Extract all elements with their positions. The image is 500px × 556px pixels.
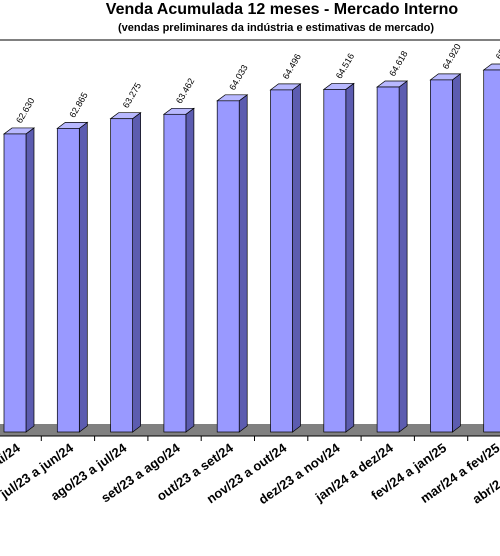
- bar-face: [345, 82, 355, 433]
- value-label: 62.630: [14, 96, 36, 125]
- value-label: 63.462: [174, 76, 196, 105]
- bar-face: [132, 112, 141, 433]
- value-label: 64.618: [387, 49, 409, 78]
- value-label: 64.920: [440, 42, 462, 71]
- bar-face: [430, 79, 453, 433]
- bar: [109, 112, 142, 433]
- bar: [2, 127, 36, 433]
- value-label: 64.516: [334, 52, 356, 81]
- bar-face: [452, 73, 461, 433]
- bar: [162, 107, 195, 433]
- bar-face: [238, 94, 248, 433]
- bar-face: [270, 89, 293, 433]
- bar-face: [25, 127, 35, 433]
- value-label: 64.496: [281, 52, 303, 81]
- bar: [429, 73, 462, 433]
- value-label: 63.275: [121, 81, 143, 110]
- bar-face: [3, 133, 27, 433]
- bar-face: [216, 100, 240, 433]
- bar-face: [398, 80, 408, 433]
- bar-face: [323, 89, 347, 433]
- bar-face: [163, 113, 187, 433]
- bar: [376, 80, 409, 433]
- chart-title: Venda Acumulada 12 meses - Mercado Inter…: [106, 1, 459, 18]
- bar-face: [110, 118, 133, 433]
- bar-face: [483, 69, 500, 433]
- value-label: 65.340: [494, 32, 500, 61]
- bar-face: [78, 121, 88, 433]
- bar-face: [376, 86, 400, 433]
- bar: [216, 94, 249, 433]
- bar-face: [56, 128, 80, 433]
- bar: [56, 121, 89, 433]
- bar-face: [185, 107, 195, 433]
- bar: [322, 82, 355, 433]
- bar-face: [292, 83, 301, 433]
- bar: [269, 83, 302, 433]
- value-label: 62.865: [67, 91, 89, 120]
- chart-subtitle: (vendas preliminares da indústria e esti…: [118, 22, 434, 34]
- bar-face: [482, 63, 500, 71]
- value-label: 64.033: [227, 63, 249, 92]
- bar: [482, 63, 500, 433]
